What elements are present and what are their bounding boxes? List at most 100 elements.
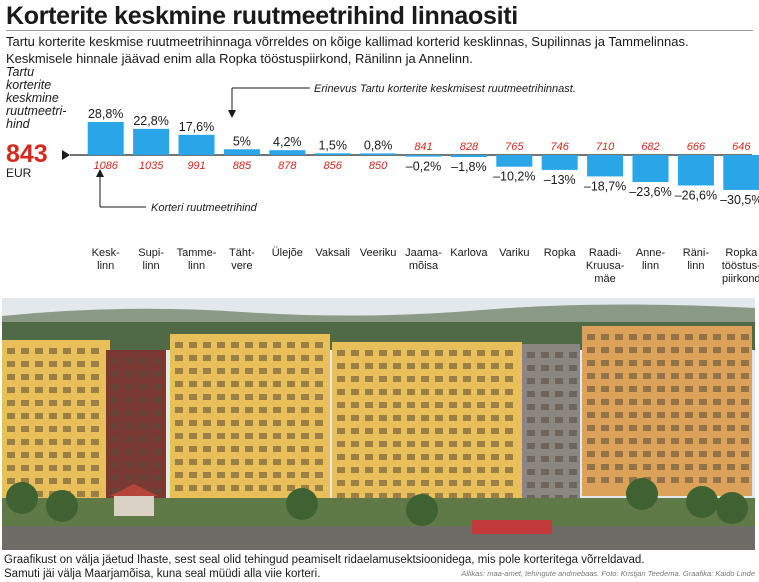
window <box>379 402 387 408</box>
window <box>35 387 43 393</box>
window <box>407 389 415 395</box>
window <box>245 472 253 478</box>
window <box>421 467 429 473</box>
window <box>671 334 679 340</box>
window <box>189 433 197 439</box>
window <box>35 400 43 406</box>
window <box>35 413 43 419</box>
window <box>21 465 29 471</box>
window <box>699 386 707 392</box>
window <box>463 350 471 356</box>
window <box>315 355 323 361</box>
window <box>287 394 295 400</box>
window <box>139 475 147 481</box>
window <box>203 420 211 426</box>
window <box>49 426 57 432</box>
window <box>407 441 415 447</box>
window <box>259 433 267 439</box>
window <box>337 480 345 486</box>
window <box>231 342 239 348</box>
window <box>393 441 401 447</box>
window <box>477 350 485 356</box>
window <box>505 441 513 447</box>
window <box>111 384 119 390</box>
window <box>587 451 595 457</box>
window <box>407 428 415 434</box>
category-label: linn <box>642 260 659 272</box>
category-label: Räni- <box>683 247 710 259</box>
window <box>541 417 549 423</box>
window <box>189 472 197 478</box>
window <box>555 469 563 475</box>
average-pointer <box>62 150 70 160</box>
bar-4 <box>223 149 260 155</box>
window <box>7 387 15 393</box>
pct-label: 28,8% <box>88 107 123 121</box>
window <box>713 464 721 470</box>
window <box>203 394 211 400</box>
window <box>91 400 99 406</box>
window <box>435 480 443 486</box>
window <box>657 334 665 340</box>
window <box>569 404 577 410</box>
window <box>203 342 211 348</box>
window <box>91 426 99 432</box>
window <box>217 420 225 426</box>
tree <box>286 488 318 520</box>
pct-label: –26,6% <box>675 188 717 202</box>
window <box>259 381 267 387</box>
window <box>7 452 15 458</box>
window <box>477 467 485 473</box>
category-label: linn <box>188 260 205 272</box>
window <box>407 402 415 408</box>
price-label: 828 <box>460 141 479 153</box>
window <box>629 464 637 470</box>
window <box>21 426 29 432</box>
window <box>315 472 323 478</box>
window <box>273 342 281 348</box>
window <box>463 389 471 395</box>
window <box>125 384 133 390</box>
window <box>713 438 721 444</box>
difference-annotation: Erinevus Tartu korterite keskmisest ruut… <box>314 83 576 95</box>
window <box>463 441 471 447</box>
window <box>245 342 253 348</box>
price-label: 991 <box>187 160 205 172</box>
window <box>421 441 429 447</box>
window <box>449 350 457 356</box>
window <box>259 459 267 465</box>
window <box>35 426 43 432</box>
window <box>741 412 749 418</box>
window <box>63 439 71 445</box>
window <box>153 371 161 377</box>
window <box>727 386 735 392</box>
window <box>713 399 721 405</box>
window <box>217 485 225 491</box>
window <box>615 347 623 353</box>
window <box>643 464 651 470</box>
window <box>421 376 429 382</box>
window <box>21 478 29 484</box>
window <box>657 477 665 483</box>
window <box>287 433 295 439</box>
window <box>393 467 401 473</box>
window <box>21 374 29 380</box>
window <box>629 412 637 418</box>
window <box>125 462 133 468</box>
window <box>449 363 457 369</box>
window <box>407 493 415 499</box>
window <box>153 462 161 468</box>
window <box>741 438 749 444</box>
window <box>615 334 623 340</box>
tree <box>626 478 658 510</box>
window <box>111 462 119 468</box>
window <box>685 386 693 392</box>
window <box>7 426 15 432</box>
window <box>287 420 295 426</box>
window <box>217 433 225 439</box>
window <box>555 352 563 358</box>
window <box>351 467 359 473</box>
window <box>615 373 623 379</box>
window <box>541 443 549 449</box>
window <box>175 446 183 452</box>
